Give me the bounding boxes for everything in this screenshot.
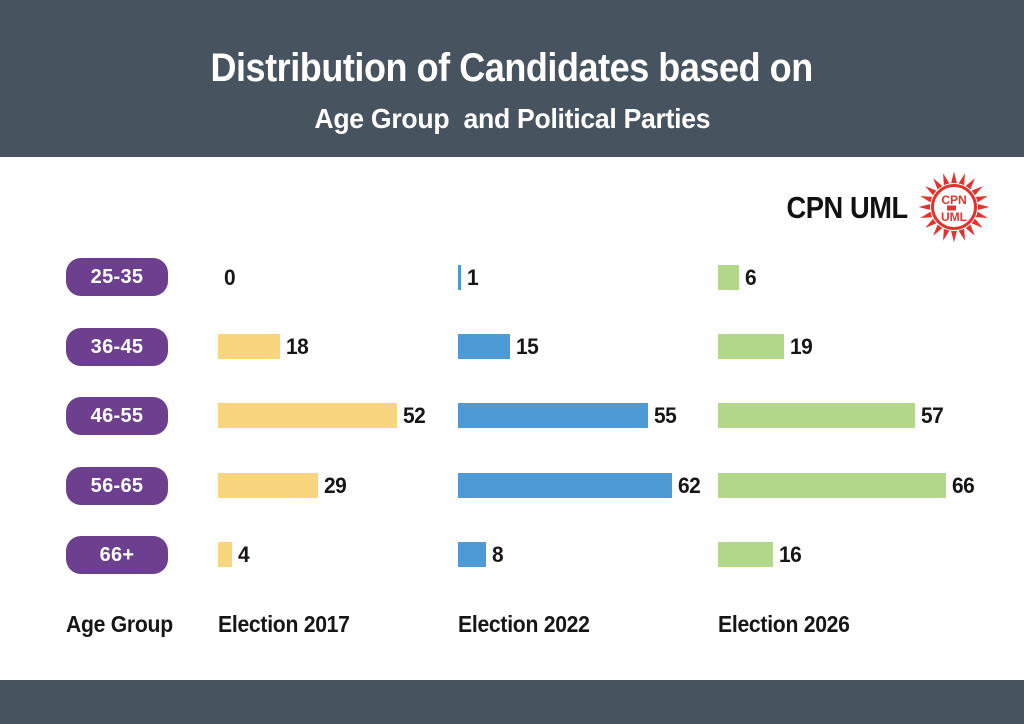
bar-election-2022 bbox=[458, 334, 510, 359]
bar-election-2022 bbox=[458, 542, 486, 567]
bar-row: 1 bbox=[458, 265, 479, 290]
age-group-pill-label: 56-65 bbox=[90, 474, 144, 497]
header-band: Distribution of Candidates based on Age … bbox=[0, 0, 1024, 157]
bar-value-label: 16 bbox=[779, 541, 802, 567]
age-group-axis-label: Age Group bbox=[66, 611, 173, 637]
bar-row: 62 bbox=[458, 473, 701, 498]
bar-value-label: 4 bbox=[237, 541, 250, 567]
bar-row: 0 bbox=[218, 265, 236, 290]
svg-text:CPN: CPN bbox=[941, 193, 966, 207]
bar-value-label: 66 bbox=[951, 472, 975, 498]
bar-election-2026 bbox=[718, 403, 915, 428]
bar-row: 55 bbox=[458, 403, 677, 428]
age-group-pill-label: 25-35 bbox=[90, 265, 144, 288]
bar-election-2022 bbox=[458, 403, 648, 428]
bar-election-2017 bbox=[218, 403, 398, 428]
bar-row: 18 bbox=[218, 334, 310, 359]
bar-row: 19 bbox=[718, 334, 813, 359]
bar-row: 4 bbox=[218, 542, 250, 567]
bar-value-label: 15 bbox=[515, 333, 539, 359]
bar-election-2017 bbox=[218, 542, 232, 567]
age-group-pill: 46-55 bbox=[66, 397, 168, 435]
footer-band bbox=[0, 680, 1024, 724]
bar-value-label: 1 bbox=[467, 264, 479, 290]
bar-election-2026 bbox=[718, 542, 774, 567]
bar-row: 29 bbox=[218, 473, 348, 498]
bar-election-2026 bbox=[718, 334, 784, 359]
bar-row: 66 bbox=[718, 473, 975, 498]
age-group-pill-label: 66+ bbox=[99, 543, 135, 566]
age-group-pill: 66+ bbox=[66, 536, 168, 574]
bar-value-label: 57 bbox=[920, 402, 944, 428]
bar-row: 16 bbox=[718, 542, 803, 567]
cpn-uml-sunburst-logo-icon: CPN UML bbox=[918, 171, 990, 243]
bar-election-2022 bbox=[458, 265, 462, 290]
bar-value-label: 8 bbox=[491, 541, 504, 567]
column-label-election-2026: Election 2026 bbox=[718, 611, 850, 637]
bar-election-2017 bbox=[218, 473, 319, 498]
bar-value-label: 62 bbox=[677, 472, 701, 498]
age-group-pill-label: 36-45 bbox=[90, 335, 144, 358]
bar-value-label: 19 bbox=[789, 333, 813, 359]
bar-election-2022 bbox=[458, 473, 672, 498]
age-group-pill: 25-35 bbox=[66, 258, 168, 296]
bar-value-label: 18 bbox=[286, 333, 309, 359]
bar-election-2026 bbox=[718, 265, 739, 290]
chart-subtitle: Age Group and Political Parties bbox=[314, 103, 710, 134]
bar-row: 8 bbox=[458, 542, 503, 567]
bar-election-2017 bbox=[218, 334, 281, 359]
bar-value-label: 55 bbox=[653, 402, 677, 428]
svg-text:UML: UML bbox=[941, 210, 967, 224]
bar-row: 52 bbox=[218, 403, 427, 428]
bar-value-label: 52 bbox=[403, 402, 426, 428]
bar-row: 57 bbox=[718, 403, 944, 428]
party-name: CPN UML bbox=[786, 189, 909, 225]
bar-election-2026 bbox=[718, 473, 946, 498]
column-label-election-2022: Election 2022 bbox=[458, 611, 590, 637]
chart-title: Distribution of Candidates based on bbox=[210, 46, 814, 90]
age-group-pill: 56-65 bbox=[66, 467, 168, 505]
bar-row: 6 bbox=[718, 265, 756, 290]
age-group-pill: 36-45 bbox=[66, 328, 168, 366]
bar-row: 15 bbox=[458, 334, 539, 359]
bar-value-label: 6 bbox=[744, 264, 757, 290]
bar-value-label: 0 bbox=[224, 264, 236, 290]
bar-value-label: 29 bbox=[324, 472, 347, 498]
age-group-pill-label: 46-55 bbox=[90, 404, 144, 427]
party-label-row: CPN UML CPN UML bbox=[770, 171, 990, 243]
column-label-election-2017: Election 2017 bbox=[218, 611, 350, 637]
